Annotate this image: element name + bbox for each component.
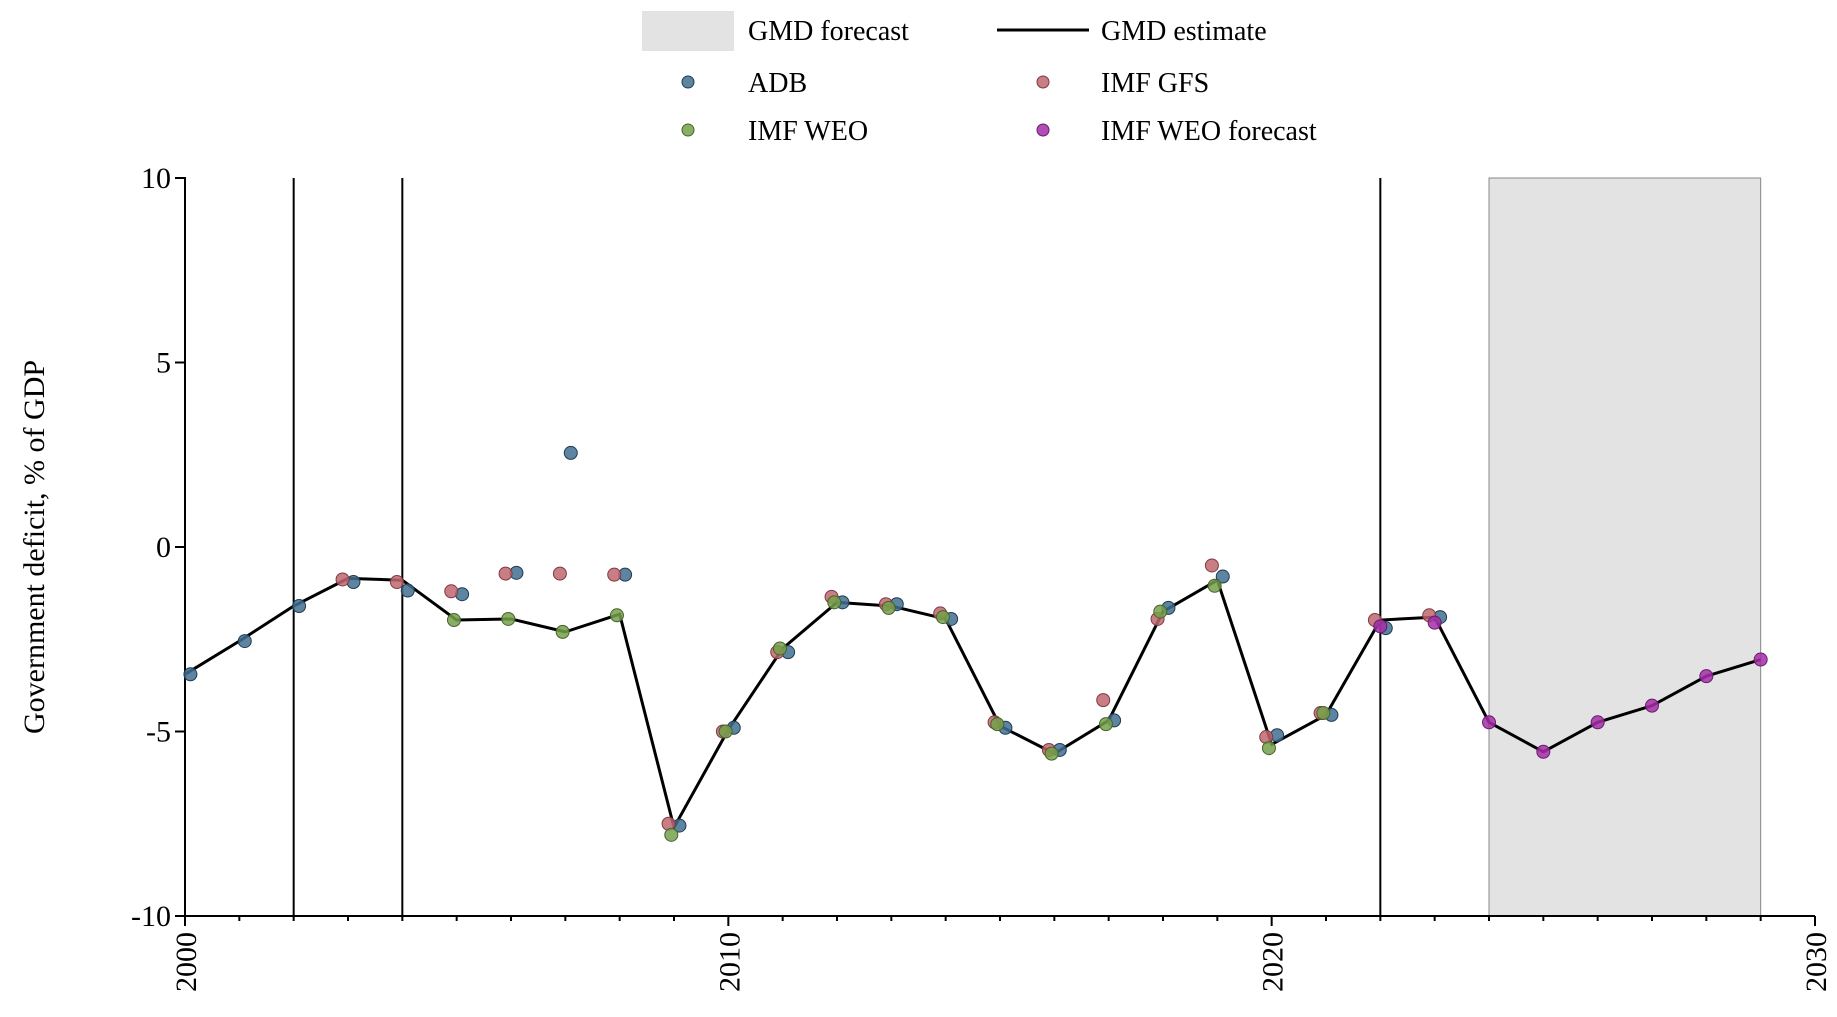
x-tick-label: 2030 xyxy=(1800,932,1833,992)
legend-adb-marker xyxy=(681,75,695,89)
data-points xyxy=(183,445,1768,842)
legend-imf-gfs-label: IMF GFS xyxy=(1101,68,1209,99)
adb-point xyxy=(292,599,307,614)
forecast-region xyxy=(1488,177,1762,917)
imf-weo-forecast-point xyxy=(1699,669,1714,684)
legend-imf-weo-marker xyxy=(681,123,695,137)
estimate-line xyxy=(184,576,1762,829)
imf-gfs-point xyxy=(1096,693,1111,708)
imf-gfs-point xyxy=(552,566,567,581)
x-tick-label: 2010 xyxy=(713,932,746,992)
imf-gfs-point xyxy=(1204,558,1219,573)
imf-weo-point xyxy=(1261,741,1276,756)
legend-imf-weo-forecast-marker xyxy=(1036,123,1050,137)
imf-gfs-point xyxy=(444,584,459,599)
imf-weo-forecast-point xyxy=(1482,715,1496,730)
y-tick-label: 0 xyxy=(156,531,171,564)
adb-point xyxy=(237,634,252,649)
imf-weo-forecast-point xyxy=(1590,715,1605,730)
imf-weo-point xyxy=(827,595,842,610)
imf-weo-point xyxy=(1044,746,1059,761)
y-tick-label: 10 xyxy=(141,162,171,195)
imf-gfs-point xyxy=(389,575,404,590)
imf-gfs-point xyxy=(335,572,350,587)
imf-weo-point xyxy=(501,611,516,626)
imf-weo-point xyxy=(772,641,787,656)
legend-imf-gfs-marker xyxy=(1036,75,1050,89)
imf-weo-point xyxy=(718,724,733,739)
imf-gfs-point xyxy=(498,566,513,581)
imf-weo-point xyxy=(935,610,950,625)
y-tick-label: -5 xyxy=(146,716,171,749)
imf-weo-point xyxy=(555,624,570,639)
imf-weo-point xyxy=(1153,604,1168,619)
imf-weo-forecast-point xyxy=(1753,652,1768,667)
imf-weo-point xyxy=(881,600,896,615)
adb-point xyxy=(1215,569,1230,584)
x-tick-label: 2000 xyxy=(170,932,203,992)
legend-forecast-swatch xyxy=(642,11,734,51)
imf-gfs-point xyxy=(607,567,622,582)
imf-weo-point xyxy=(1316,706,1331,721)
adb-point xyxy=(183,667,198,682)
y-axis-label: Government deficit, % of GDP xyxy=(18,360,51,734)
imf-weo-point xyxy=(990,717,1005,732)
x-tick-label: 2020 xyxy=(1257,932,1290,992)
imf-weo-forecast-point xyxy=(1536,744,1551,759)
imf-weo-forecast-point xyxy=(1427,615,1442,630)
imf-weo-point xyxy=(1098,717,1113,732)
legend-imf-weo-forecast-label: IMF WEO forecast xyxy=(1101,116,1317,147)
legend: GMD forecast GMD estimate ADB IMF GFS IM… xyxy=(642,11,1317,147)
imf-weo-forecast-point xyxy=(1373,619,1388,634)
vertical-marker-lines xyxy=(292,178,1382,916)
imf-weo-point xyxy=(609,608,624,623)
imf-weo-forecast-point xyxy=(1645,698,1659,713)
adb-point xyxy=(563,445,578,460)
imf-weo-point xyxy=(446,613,461,628)
legend-estimate-label: GMD estimate xyxy=(1101,16,1267,47)
imf-weo-point xyxy=(1207,578,1222,593)
y-tick-label: 5 xyxy=(156,347,171,380)
legend-forecast-label: GMD forecast xyxy=(748,16,909,47)
legend-adb-label: ADB xyxy=(748,68,807,99)
legend-imf-weo-label: IMF WEO xyxy=(748,116,868,147)
adb-point xyxy=(400,583,415,598)
y-tick-label: -10 xyxy=(131,900,171,933)
imf-weo-point xyxy=(664,827,679,842)
